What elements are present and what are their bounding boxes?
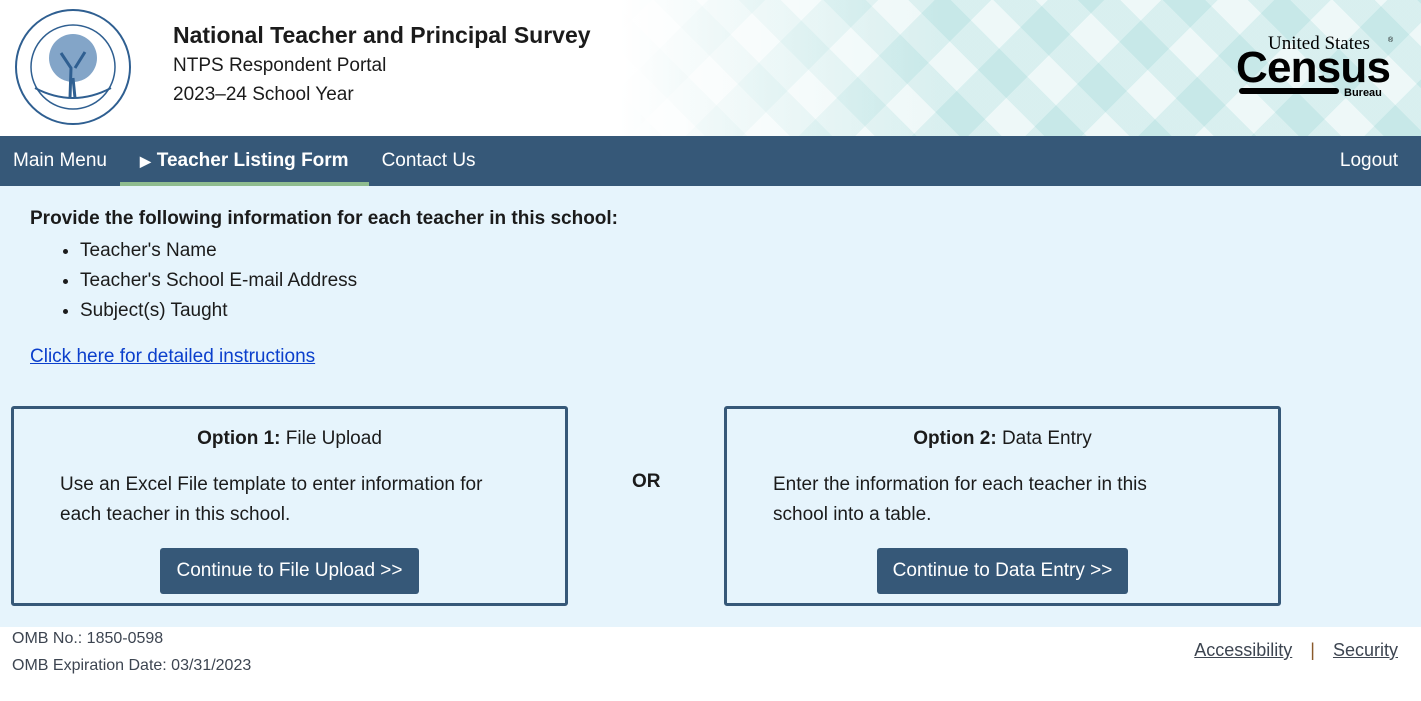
portal-name: NTPS Respondent Portal xyxy=(173,55,387,76)
nav-label: Teacher Listing Form xyxy=(156,150,349,171)
site-title: National Teacher and Principal Survey xyxy=(173,22,591,48)
nav-teacher-listing-form[interactable]: ▶ Teacher Listing Form xyxy=(120,136,369,186)
detailed-instructions-link[interactable]: Click here for detailed instructions xyxy=(30,346,316,367)
main-nav: Main Menu ▶ Teacher Listing Form Contact … xyxy=(0,136,1421,186)
play-arrow-icon: ▶ xyxy=(140,152,151,169)
required-info-list: Teacher's Name Teacher's School E-mail A… xyxy=(80,236,1391,326)
census-bureau-logo: United States ® Census Bureau xyxy=(1236,33,1394,99)
list-item: Subject(s) Taught xyxy=(80,296,1391,326)
header-background xyxy=(620,0,1421,136)
school-year: 2023–24 School Year xyxy=(173,84,354,105)
accessibility-link[interactable]: Accessibility xyxy=(1194,640,1293,660)
continue-file-upload-button[interactable]: Continue to File Upload >> xyxy=(160,548,419,594)
omb-number: OMB No.: 1850-0598 xyxy=(12,630,164,647)
logout-link[interactable]: Logout xyxy=(1339,150,1398,171)
header: National Teacher and Principal Survey NT… xyxy=(0,0,1421,136)
nav-main-menu[interactable]: Main Menu xyxy=(13,150,107,171)
svg-text:United States: United States xyxy=(1268,33,1370,54)
or-separator: OR xyxy=(632,471,661,492)
svg-text:Bureau: Bureau xyxy=(1344,87,1382,99)
footer: OMB No.: 1850-0598 OMB Expiration Date: … xyxy=(0,627,1421,701)
option-data-entry: Option 2: Data Entry Enter the informati… xyxy=(724,406,1281,606)
option-description: Enter the information for each teacher i… xyxy=(773,474,1147,525)
list-item: Teacher's Name xyxy=(80,236,1391,266)
continue-data-entry-button[interactable]: Continue to Data Entry >> xyxy=(876,548,1129,594)
department-of-education-seal xyxy=(15,9,131,125)
omb-expiration: OMB Expiration Date: 03/31/2023 xyxy=(12,657,252,674)
instructions-lead: Provide the following information for ea… xyxy=(30,208,619,229)
option-description: Use an Excel File template to enter info… xyxy=(60,474,483,525)
svg-text:Census: Census xyxy=(1236,43,1391,92)
main-content: Provide the following information for ea… xyxy=(0,186,1421,627)
option-title: Option 2: Data Entry xyxy=(913,428,1092,449)
option-file-upload: Option 1: File Upload Use an Excel File … xyxy=(11,406,568,606)
list-item: Teacher's School E-mail Address xyxy=(80,266,1391,296)
security-link[interactable]: Security xyxy=(1332,640,1398,660)
divider: | xyxy=(1310,640,1315,660)
option-title: Option 1: File Upload xyxy=(197,428,382,449)
svg-text:®: ® xyxy=(1388,36,1394,44)
nav-contact-us[interactable]: Contact Us xyxy=(381,150,476,171)
